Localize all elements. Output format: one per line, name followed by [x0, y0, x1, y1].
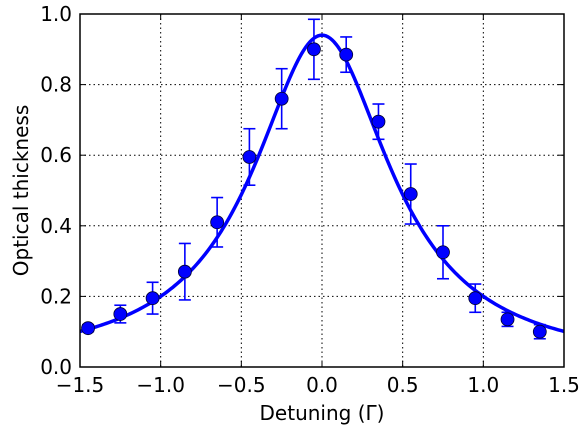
- y-tick-label: 1.0: [40, 2, 72, 26]
- data-point: [371, 114, 386, 129]
- data-point: [339, 47, 354, 62]
- ticks-group: [79, 13, 565, 368]
- data-point: [307, 42, 321, 57]
- tick-labels-group: −1.5 −1.0 −0.5 0.0 0.5 1.0 1.5 0.0 0.2 0.4 0.6 0.8 1…: [40, 2, 580, 397]
- data-point: [403, 187, 418, 201]
- data-point: [81, 321, 95, 336]
- y-tick-label: 0.2: [40, 284, 72, 308]
- fit-curve-group: [79, 33, 565, 334]
- x-tick-label: −1.5: [56, 373, 105, 397]
- data-point: [113, 307, 128, 321]
- data-point: [500, 312, 515, 327]
- data-point: [177, 264, 192, 279]
- data-point: [532, 324, 547, 339]
- x-tick-label: 1.0: [467, 373, 499, 397]
- y-tick-label: 0.8: [40, 73, 72, 97]
- y-tick-label: 0.4: [40, 214, 72, 238]
- data-point: [436, 245, 450, 260]
- data-point: [145, 291, 160, 306]
- x-tick-label: 0.5: [387, 373, 419, 397]
- x-tick-label: −1.0: [136, 373, 185, 397]
- data-point: [210, 215, 225, 230]
- data-point: [274, 91, 289, 106]
- y-tick-label: 0.0: [40, 355, 72, 379]
- data-points-group: [81, 18, 547, 340]
- fit-curve: [79, 33, 565, 334]
- x-tick-label: 0.0: [306, 373, 338, 397]
- x-axis-label: Detuning (Γ): [260, 401, 385, 425]
- y-tick-label: 0.6: [40, 143, 72, 167]
- data-point: [468, 291, 483, 306]
- x-tick-label: −0.5: [217, 373, 266, 397]
- y-axis-label: Optical thickness: [9, 105, 33, 276]
- x-tick-label: 1.5: [548, 373, 580, 397]
- grid: [80, 14, 564, 367]
- data-point: [242, 150, 257, 164]
